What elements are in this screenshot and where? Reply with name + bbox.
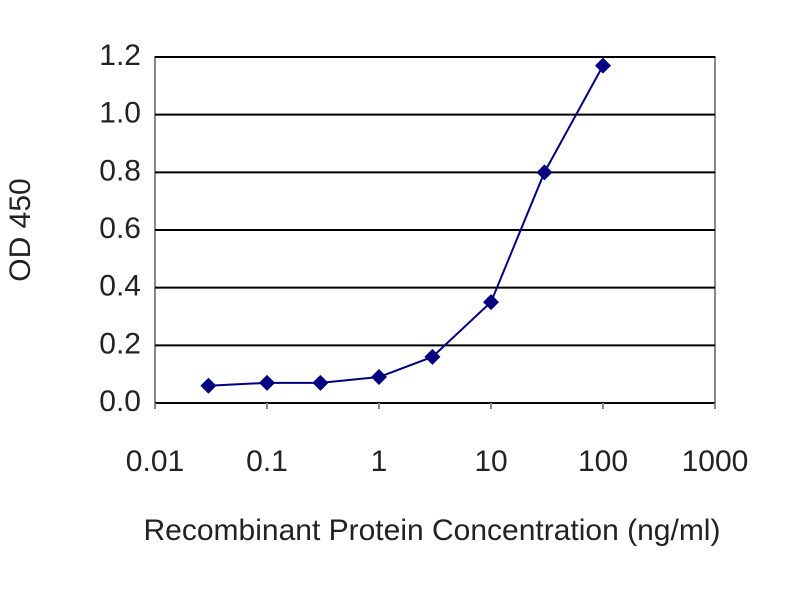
data-point [259, 374, 275, 391]
y-tick-label: 0.2 [99, 327, 141, 360]
x-tick-label: 0.1 [246, 445, 288, 478]
series-line [208, 65, 604, 387]
y-tick-label: 1.2 [99, 39, 141, 72]
data-point [536, 164, 553, 181]
data-point [595, 57, 611, 74]
x-tick-label: 1000 [682, 445, 749, 478]
x-tick-label: 10 [474, 445, 507, 478]
y-tick-label: 0.4 [99, 270, 141, 303]
data-point [312, 374, 329, 391]
y-axis-label: OD 450 [4, 178, 37, 281]
x-tick-label: 0.01 [126, 445, 184, 478]
y-tick-label: 1.0 [99, 97, 141, 130]
x-tick-label: 1 [371, 445, 388, 478]
x-axis-label: Recombinant Protein Concentration (ng/ml… [144, 514, 721, 547]
y-tick-label: 0.6 [99, 212, 141, 245]
y-tick-label: 0.8 [99, 154, 141, 187]
data-point [371, 369, 387, 386]
y-tick-label: 0.0 [99, 385, 141, 418]
data-point [200, 377, 217, 394]
x-tick-label: 100 [578, 445, 628, 478]
data-point [483, 294, 499, 311]
data-point [424, 348, 441, 365]
